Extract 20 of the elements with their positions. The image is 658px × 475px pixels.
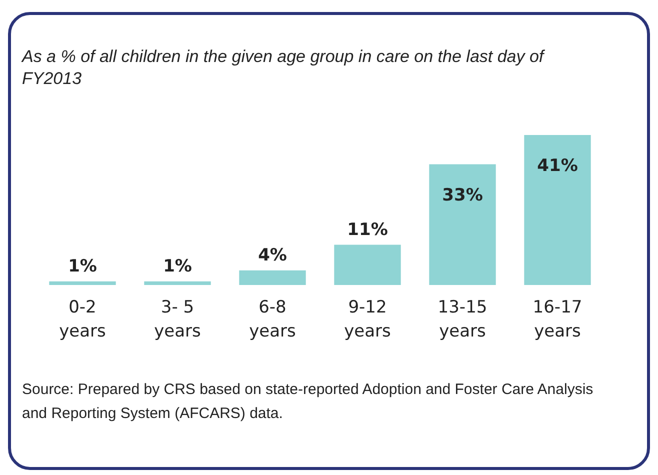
source-note: Source: Prepared by CRS based on state-reported Adoption and Foster Care Analysis and Reporting System (AFCARS) data. <box>22 380 594 424</box>
data-label: 4% <box>258 245 287 266</box>
data-label: 41% <box>537 156 578 176</box>
data-label: 11% <box>347 220 388 240</box>
bar <box>144 281 211 285</box>
bar <box>429 164 496 285</box>
x-tick-label: 3- 5 years <box>154 298 202 342</box>
x-tick-label: 0-2 years <box>59 298 106 342</box>
data-label: 33% <box>442 185 483 206</box>
x-tick-label: 9-12 years <box>344 298 392 342</box>
data-label: 1% <box>68 256 97 276</box>
bar <box>334 244 401 285</box>
bar <box>49 281 116 285</box>
x-tick-label: 13-15 years <box>438 298 488 342</box>
x-tick-label: 6-8 years <box>249 298 296 342</box>
data-label: 1% <box>163 256 192 276</box>
chart-title: As a % of all children in the given age group in care on the last day of FY2013 <box>22 46 546 90</box>
x-tick-label: 16-17 years <box>532 298 582 342</box>
bar <box>239 270 306 285</box>
bar <box>524 135 591 285</box>
